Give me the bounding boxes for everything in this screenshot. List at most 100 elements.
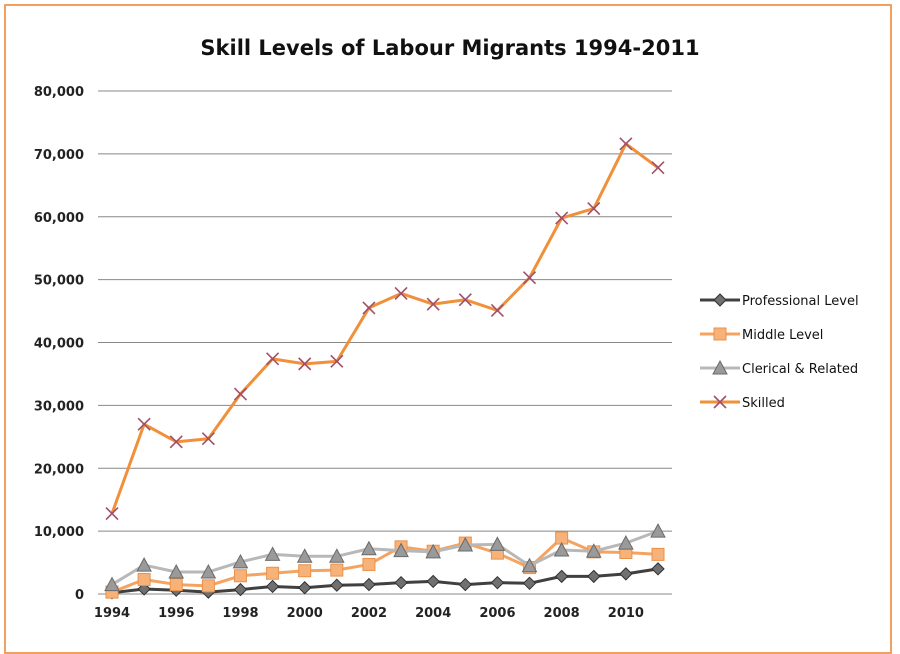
y-tick-label: 60,000 [34, 211, 84, 226]
chart-frame: Skill Levels of Labour Migrants 1994-201… [4, 4, 892, 654]
y-tick-label: 70,000 [34, 148, 84, 163]
legend: Professional Level Middle Level Clerical &… [700, 293, 859, 411]
data-point [137, 573, 151, 587]
data-point [490, 303, 504, 317]
legend-entry: Professional Level [700, 293, 859, 309]
x-tick-label: 2008 [544, 606, 580, 621]
data-point [458, 577, 473, 592]
data-point [426, 297, 440, 311]
data-point [651, 547, 665, 561]
y-tick-label: 80,000 [34, 85, 84, 100]
data-point [619, 137, 633, 151]
data-point [330, 578, 344, 592]
data-point [489, 536, 506, 551]
legend-marker [713, 327, 727, 341]
x-axis-ticks: 1994 1996 1998 2000 2002 2004 2006 2008 2010 [94, 606, 644, 621]
data-point [394, 575, 408, 590]
legend-label: Professional Level [742, 294, 859, 309]
data-point [522, 271, 537, 285]
x-tick-label: 2000 [287, 606, 323, 621]
data-point [555, 211, 569, 225]
data-point [233, 387, 248, 401]
y-axis-ticks: 0 10,000 20,000 30,000 40,000 50,000 60,000 70,… [34, 85, 84, 603]
data-point [522, 576, 537, 591]
chart-title: Skill Levels of Labour Migrants 1994-201… [200, 36, 700, 60]
data-point [233, 569, 247, 583]
x-tick-label: 2010 [608, 606, 644, 621]
data-point [457, 536, 474, 552]
y-tick-label: 30,000 [34, 399, 84, 414]
data-point [458, 293, 472, 307]
data-point [233, 582, 248, 597]
legend-marker [713, 395, 727, 409]
legend-entry: Clerical & Related [700, 359, 858, 377]
data-point [298, 357, 312, 371]
data-point [201, 432, 215, 446]
data-point [297, 581, 312, 595]
x-tick-label: 1994 [94, 606, 130, 621]
data-point [585, 543, 602, 558]
data-point [104, 576, 120, 592]
legend-entry: Middle Level [700, 327, 823, 343]
data-point [137, 417, 151, 431]
data-point [169, 578, 183, 592]
series-lines [104, 137, 666, 600]
legend-entry: Skilled [700, 395, 785, 411]
legend-label: Clerical & Related [742, 362, 858, 377]
data-point [587, 202, 601, 216]
y-tick-label: 50,000 [34, 274, 84, 289]
data-point [618, 535, 634, 550]
series-square [105, 531, 665, 599]
series-x [105, 137, 665, 521]
data-point [330, 563, 344, 577]
data-point [362, 577, 376, 592]
data-point [330, 354, 344, 368]
data-point [619, 567, 633, 581]
data-point [296, 548, 313, 563]
series-diamond [105, 562, 665, 600]
data-point [232, 553, 249, 569]
data-point [200, 563, 217, 579]
y-tick-label: 0 [75, 588, 84, 603]
data-point [393, 542, 409, 558]
data-point [136, 557, 152, 572]
data-point [266, 352, 280, 366]
data-point [394, 286, 408, 301]
data-point [264, 546, 281, 561]
data-point [168, 563, 185, 579]
data-point [298, 564, 312, 578]
y-tick-label: 40,000 [34, 337, 84, 352]
data-point [650, 523, 666, 538]
data-point [266, 566, 280, 580]
data-point [521, 557, 538, 573]
data-point [105, 506, 119, 521]
data-point [362, 301, 376, 315]
x-tick-label: 1998 [222, 606, 258, 621]
data-point [426, 574, 440, 589]
data-point [169, 435, 183, 449]
data-point [265, 579, 280, 594]
legend-marker [713, 293, 727, 307]
data-point [553, 541, 570, 557]
series-triangle [104, 523, 666, 592]
x-tick-label: 1996 [158, 606, 194, 621]
x-tick-label: 2004 [415, 606, 451, 621]
data-point [425, 543, 442, 559]
y-tick-label: 10,000 [34, 525, 84, 540]
data-point [361, 540, 377, 556]
x-tick-label: 2006 [479, 606, 515, 621]
data-point [362, 557, 376, 571]
data-point [201, 579, 215, 593]
legend-marker [712, 359, 728, 375]
data-point [554, 569, 569, 584]
data-point [490, 575, 505, 590]
data-point [587, 569, 601, 584]
legend-label: Middle Level [742, 328, 823, 343]
data-point [651, 161, 665, 175]
data-point [651, 562, 665, 576]
y-tick-label: 20,000 [34, 462, 84, 477]
legend-label: Skilled [742, 396, 785, 411]
x-tick-label: 2002 [351, 606, 387, 621]
series-line [110, 142, 659, 515]
